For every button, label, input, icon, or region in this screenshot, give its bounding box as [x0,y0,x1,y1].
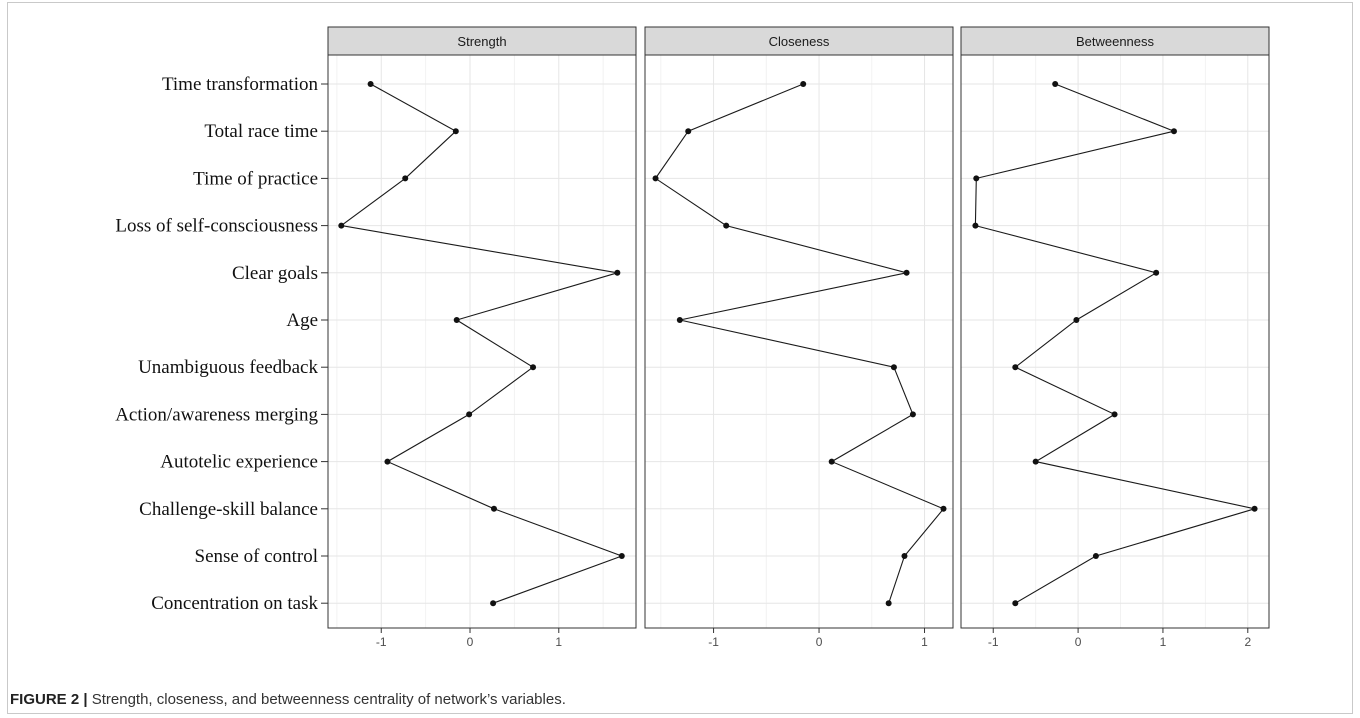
x-tick-label: -1 [376,635,387,649]
x-tick-label: 0 [1075,635,1082,649]
facet-strip [960,26,1270,56]
data-point [384,458,391,465]
data-point [676,317,683,323]
data-point [723,222,730,229]
facet-strip [644,26,954,56]
category-label: Action/awareness merging [115,404,318,425]
data-point [466,411,473,418]
x-tick-label: -1 [988,635,999,649]
data-point [1012,600,1019,607]
category-label: Autotelic experience [160,452,318,473]
facet-panel-border [644,54,954,629]
category-label: Sense of control [195,546,318,567]
data-point [972,222,979,229]
data-point [490,600,497,607]
data-point [530,364,537,371]
figure-caption: FIGURE 2 | Strength, closeness, and betw… [10,691,1340,711]
data-point [618,553,625,559]
x-tick-label: 0 [816,635,823,649]
facet-panel-border [327,54,637,629]
category-label: Challenge-skill balance [139,499,318,520]
data-point [1032,458,1039,465]
category-label: Time of practice [193,168,318,189]
series-line [339,83,624,604]
facet-strip-title: Strength [457,34,506,49]
data-point [800,81,807,87]
data-point [402,175,409,182]
category-label: Total race time [204,121,318,142]
data-point [890,364,897,371]
x-tick-label: 1 [1160,635,1167,649]
series-line [974,83,1255,604]
data-point [652,175,659,182]
facet-panel-background [328,55,636,628]
category-label: Concentration on task [151,593,318,614]
data-point [685,128,692,135]
x-tick-label: -1 [708,635,719,649]
data-point [453,317,460,323]
data-point [973,175,980,182]
facet-strip-title: Closeness [769,34,830,49]
category-label: Age [286,310,318,331]
category-label: Time transformation [162,74,319,95]
data-point [1073,317,1080,323]
data-point [1170,128,1177,135]
category-label: Unambiguous feedback [138,357,318,378]
data-point [1012,364,1019,371]
facet-strip-title: Betweenness [1076,34,1155,49]
figure-caption-text: Strength, closeness, and betweenness cen… [91,691,566,708]
data-point [367,81,374,87]
series-line [654,83,945,604]
x-tick-label: 0 [467,635,474,649]
data-point [1092,553,1099,559]
x-tick-label: 1 [555,635,562,649]
x-tick-label: 1 [921,635,928,649]
data-point [1111,411,1118,418]
data-point [452,128,459,135]
data-point [1153,269,1160,276]
data-point [828,458,835,465]
category-label: Loss of self-consciousness [115,216,318,237]
figure-caption-label: FIGURE 2 | [10,691,88,708]
data-point [903,269,910,276]
data-point [338,222,345,229]
data-point [1251,505,1258,512]
x-tick-label: 2 [1244,635,1251,649]
data-point [885,600,892,607]
facet-panel-background [645,55,953,628]
data-point [1052,81,1059,87]
category-label: Clear goals [232,263,318,284]
data-point [909,411,916,418]
faceted-dot-line-chart: Time transformation Total race time Time o… [115,26,1270,649]
data-point [901,553,908,559]
data-point [490,505,497,512]
facet-panel-border [960,54,1270,629]
facet-panel-background [961,55,1269,628]
data-point [940,505,947,512]
data-point [614,269,621,276]
figure-frame [7,2,1353,714]
